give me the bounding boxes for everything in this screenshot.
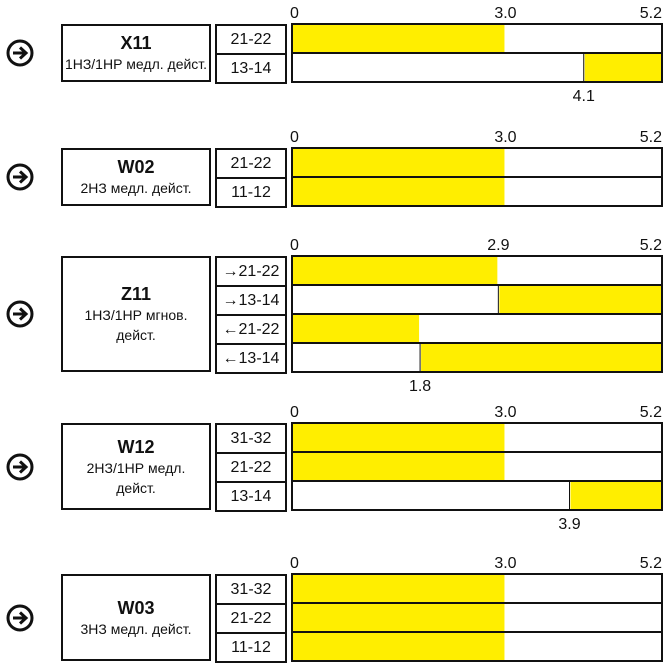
contact-label: →13-14	[215, 285, 287, 316]
closed-interval-bar	[584, 54, 661, 81]
switch-name-box: Z11 1НЗ/1НР мгнов. дейст.	[61, 256, 211, 372]
tick-label: 3.0	[494, 404, 516, 421]
contact-label: ←13-14	[215, 343, 287, 374]
tick-label: 5.2	[640, 404, 662, 421]
circled-right-arrow-icon	[5, 299, 35, 329]
timing-row-frame	[291, 631, 663, 662]
circled-right-arrow-icon	[5, 603, 35, 633]
closed-interval-bar	[293, 25, 505, 52]
closed-interval-bar	[293, 575, 505, 602]
closed-interval-bar	[293, 178, 505, 205]
switch-description-line: дейст.	[116, 327, 156, 343]
switch-description-line: дейст.	[116, 479, 156, 496]
switch-name: W03	[117, 597, 155, 618]
timing-row-frame	[291, 422, 663, 453]
tick-label: 5.2	[640, 5, 662, 22]
timing-row-frame	[291, 255, 663, 286]
circled-right-arrow-icon	[5, 162, 35, 192]
contact-label: 13-14	[215, 481, 287, 512]
closed-interval-bar	[293, 149, 505, 176]
timing-row-frame	[291, 342, 663, 373]
switch-name: Z11	[120, 284, 152, 304]
timing-row-frame	[291, 23, 663, 54]
tick-label: 5.2	[640, 237, 662, 254]
timing-row-frame	[291, 313, 663, 344]
contact-label-column: 31-32 21-22 13-14	[215, 423, 287, 512]
contact-label-column: 21-22 13-14	[215, 24, 287, 84]
closed-interval-bar	[570, 482, 661, 509]
switch-description-line: 1НЗ/1НР мгнов.	[84, 307, 188, 323]
switch-name: W12	[117, 436, 155, 457]
contact-label-column: 21-22 11-12	[215, 148, 287, 208]
closed-interval-bar	[293, 315, 420, 342]
switch-point-label: 1.8	[409, 378, 431, 395]
contact-label-column: 31-32 21-22 11-12	[215, 574, 287, 663]
contact-label: 21-22	[215, 603, 287, 634]
switch-name: X11	[120, 33, 152, 53]
tick-label: 0	[290, 555, 299, 572]
closed-interval-bar	[293, 424, 505, 451]
closed-interval-bar	[293, 604, 505, 631]
contact-label: 11-12	[215, 177, 287, 208]
contact-label: 21-22	[215, 452, 287, 483]
switch-description-line: 2НЗ медл. дейст.	[80, 180, 192, 196]
switch-description-line: 2НЗ/1НР медл.	[86, 459, 186, 476]
timing-row-frame	[291, 451, 663, 482]
tick-label: 3.0	[494, 5, 516, 22]
switch-name-box: W03 3НЗ медл. дейст.	[61, 574, 211, 661]
tick-label: 5.2	[640, 129, 662, 146]
tick-label: 0	[290, 237, 299, 254]
closed-interval-bar	[293, 257, 498, 284]
switch-description-line: 1НЗ/1НР медл. дейст.	[64, 56, 208, 72]
timing-row-frame	[291, 147, 663, 178]
closed-interval-bar	[499, 286, 661, 313]
contact-label: 21-22	[215, 24, 287, 55]
tick-label: 0	[290, 129, 299, 146]
timing-row-frame	[291, 573, 663, 604]
contact-label-column: →21-22 →13-14 ←21-22 ←13-14	[215, 256, 287, 374]
timing-row-frame	[291, 480, 663, 511]
switch-name-box: X11 1НЗ/1НР медл. дейст.	[61, 24, 211, 82]
contact-label: 21-22	[215, 148, 287, 179]
closed-interval-bar	[293, 453, 505, 480]
contact-label: →21-22	[215, 256, 287, 287]
timing-row-frame	[291, 284, 663, 315]
switch-name-box: W12 2НЗ/1НР медл. дейст.	[61, 423, 211, 510]
switch-description-line: 3НЗ медл. дейст.	[80, 620, 192, 637]
switch-name-box: W02 2НЗ медл. дейст.	[61, 148, 211, 206]
tick-label: 5.2	[640, 555, 662, 572]
circled-right-arrow-icon	[5, 38, 35, 68]
tick-label: 0	[290, 5, 299, 22]
contact-label: 31-32	[215, 574, 287, 605]
contact-label: ←21-22	[215, 314, 287, 345]
timing-row-frame	[291, 176, 663, 207]
circled-right-arrow-icon	[5, 452, 35, 482]
contact-label: 13-14	[215, 53, 287, 84]
switch-point-label: 3.9	[558, 516, 580, 533]
tick-label: 2.9	[487, 237, 509, 254]
switch-name: W02	[117, 157, 155, 177]
closed-interval-bar	[421, 344, 661, 371]
tick-label: 3.0	[494, 129, 516, 146]
timing-row-frame	[291, 52, 663, 83]
contact-label: 31-32	[215, 423, 287, 454]
contact-label: 11-12	[215, 632, 287, 663]
tick-label: 0	[290, 404, 299, 421]
switch-point-label: 4.1	[573, 88, 595, 105]
timing-row-frame	[291, 602, 663, 633]
closed-interval-bar	[293, 633, 505, 660]
tick-label: 3.0	[494, 555, 516, 572]
